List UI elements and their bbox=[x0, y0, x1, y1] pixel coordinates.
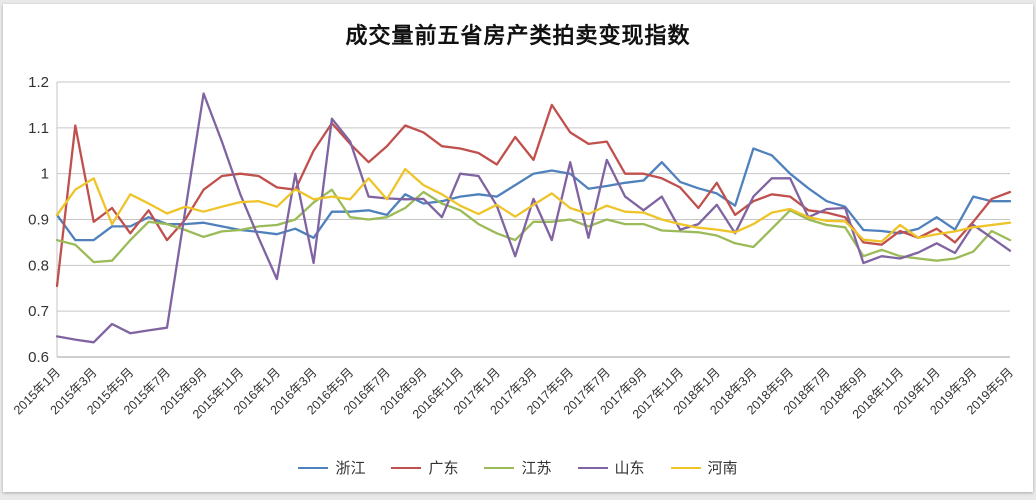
y-axis-label-1: 1 bbox=[41, 166, 49, 183]
auction-index-line-chart: 成交量前五省房产类拍卖变现指数 1.2 1.1 1 0.9 0.8 0.7 0.6 2015年… bbox=[3, 4, 1033, 492]
legend-label: 河南 bbox=[707, 460, 738, 477]
legend-line-swatch bbox=[577, 466, 608, 469]
legend-item-浙江[interactable]: 浙江 bbox=[298, 457, 365, 478]
legend-item-江苏[interactable]: 江苏 bbox=[484, 457, 552, 478]
legend-line-swatch bbox=[391, 466, 422, 469]
y-axis-label-0.8: 0.8 bbox=[28, 257, 49, 274]
series-line-河南 bbox=[55, 167, 1012, 243]
legend-item-河南[interactable]: 河南 bbox=[670, 457, 738, 478]
legend-line-swatch bbox=[298, 466, 329, 469]
legend-label: 江苏 bbox=[521, 460, 552, 477]
series-line-浙江 bbox=[55, 147, 1012, 242]
plot-area: 1.21.110.90.80.70.62015年1月2015年3月2015年5月… bbox=[11, 74, 1016, 422]
legend-item-广东[interactable]: 广东 bbox=[391, 457, 458, 478]
legend-label: 浙江 bbox=[335, 460, 366, 477]
series-line-江苏 bbox=[55, 188, 1012, 264]
legend-line-swatch bbox=[484, 466, 515, 469]
y-axis-label-0.9: 0.9 bbox=[28, 212, 49, 229]
legend-line-swatch bbox=[670, 466, 701, 469]
y-axis-label-0.6: 0.6 bbox=[28, 349, 49, 366]
legend-label: 广东 bbox=[428, 460, 459, 477]
chart-title: 成交量前五省房产类拍卖变现指数 bbox=[345, 23, 691, 48]
legend-item-山东[interactable]: 山东 bbox=[577, 457, 645, 478]
y-axis-label-1.1: 1.1 bbox=[28, 120, 49, 137]
y-axis-label-0.7: 0.7 bbox=[28, 303, 49, 320]
series-line-广东 bbox=[55, 103, 1012, 288]
y-axis-label-1.2: 1.2 bbox=[28, 74, 49, 91]
chart-legend: 浙江 广东 江苏 山东 河南 bbox=[3, 457, 1033, 478]
legend-label: 山东 bbox=[614, 460, 645, 477]
series-line-山东 bbox=[55, 92, 1012, 344]
